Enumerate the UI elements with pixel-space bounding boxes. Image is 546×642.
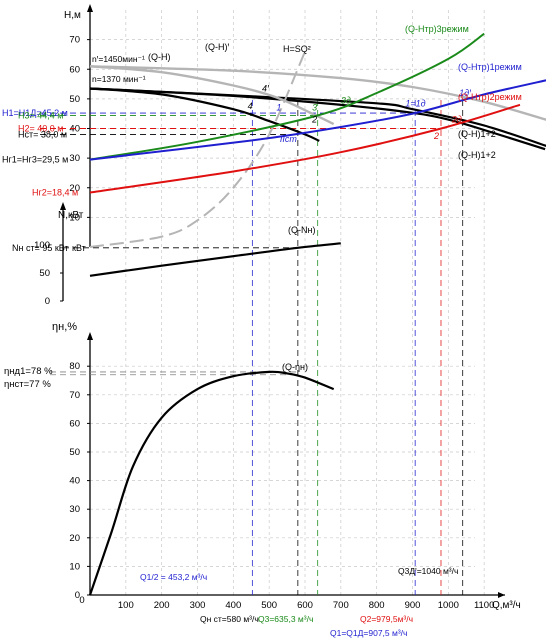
x-tick-label: 700 (333, 600, 349, 611)
h-reference-label: H2= 40,0 м (18, 124, 63, 134)
head-tick-label: 30 (69, 153, 80, 164)
head-tick-label: 10 (69, 212, 80, 223)
head-tick-label: 70 (69, 35, 80, 46)
speed-label-n-prime: nꞌ=1450мин⁻¹ (92, 54, 145, 64)
speed-label-n: n=1370 мин⁻¹ (92, 74, 146, 84)
q-value-label: Qн ст=580 м³/ч (200, 614, 259, 624)
x-tick-label: 100 (118, 600, 134, 611)
h-reference-label: H1=H1Д=45,2 м (2, 108, 68, 118)
eff-tick-label: 10 (69, 561, 80, 572)
h-reference-label: Hст= 38,0 м (18, 129, 67, 139)
x-axis-arrow (498, 592, 505, 598)
x-tick-label: 900 (405, 600, 421, 611)
reference-lines (40, 100, 464, 595)
power-unit-label: кВт (72, 243, 86, 253)
series-line-q-h-3 (89, 65, 335, 126)
power-tick-label: 0 (45, 296, 50, 307)
series-line-q-h-0 (89, 87, 320, 142)
curve-name-label: (Q-Hтр)3режим (405, 24, 469, 34)
operating-point-label: 3 (312, 103, 317, 113)
power-tick-label: 50 (39, 268, 50, 279)
operating-point-label: 2д (451, 115, 462, 125)
x-tick-label: 500 (261, 600, 277, 611)
power-tick-label: 100 (34, 240, 50, 251)
operating-point-label: 1=1д (405, 98, 425, 108)
series-line-q-10 (88, 370, 335, 596)
eff-tick-label: 20 (69, 533, 80, 544)
eff-tick-label: 70 (69, 390, 80, 401)
operating-point-label: 3д (341, 95, 351, 105)
power-axis-label: N,кВт (58, 210, 84, 221)
eff-tick-label: 40 (69, 476, 80, 487)
operating-point-label: 4ꞌ (262, 83, 270, 93)
operating-point-label: 1дꞌ (459, 88, 472, 98)
x-tick-label: 200 (154, 600, 170, 611)
series-line-q-h-4 (89, 65, 546, 121)
curve-name-label: (Q-ηн) (282, 362, 308, 372)
eff-axis-label: ηн,% (52, 321, 77, 333)
h-reference-label: H3= 44,4 м (18, 110, 63, 120)
q-value-label: Q1=Q1Д=907,5 м³/ч (330, 628, 407, 638)
x-tick-label: 800 (369, 600, 385, 611)
head-tick-label: 40 (69, 124, 80, 135)
x-tick-label: 300 (190, 600, 206, 611)
curves (88, 32, 546, 596)
head-tick-label: 50 (69, 94, 80, 105)
head-axis-label: H,м (64, 10, 81, 21)
eff-value-label: ηнд1=78 % (4, 366, 53, 377)
eff-axis-arrow (87, 332, 93, 340)
power-axis-arrow (60, 202, 66, 210)
eff-tick-label: 60 (69, 418, 80, 429)
head-axis-arrow (87, 4, 93, 12)
q-value-label: Q2=979,5м³/ч (360, 614, 413, 624)
x-tick-label: 400 (225, 600, 241, 611)
x-tick-label: 1000 (438, 600, 459, 611)
x-tick-zero: 0 (79, 595, 84, 606)
q-value-label: Q3Дꞌ=1040 м³/ч (398, 566, 458, 576)
curve-name-label: (Q-H)1+2 (458, 150, 496, 160)
operating-point-label: 2 (311, 115, 317, 125)
eff-value-label: ηнст=77 % (4, 379, 51, 390)
curve-name-label: (Q-Hтр)2режим (458, 92, 522, 102)
x-axis-label: Q,м³/ч (492, 600, 521, 611)
q-value-label: Q3=635,3 м³/ч (258, 614, 313, 624)
eff-tick-label: 80 (69, 361, 80, 372)
curve-name-label: (Q-H)1+2 (458, 129, 496, 139)
intercept-label: Hг2=18,4 м (32, 187, 78, 197)
series-line-q-n-9 (89, 242, 341, 277)
eff-tick-label: 0 (75, 590, 80, 601)
operating-point-label: IIст (280, 134, 298, 144)
operating-point-label: 1 (276, 103, 281, 113)
intercept-label: Hг1=Hг3=29,5 м (2, 155, 68, 165)
series-line-q-h-1-2-2 (89, 87, 546, 148)
curve-name-label: (Q-H)ꞌ (205, 42, 229, 52)
series-line-h-sq-5 (89, 51, 306, 248)
series-line-q-h-3-6 (89, 32, 485, 161)
curve-name-label: H=SQ² (283, 44, 311, 54)
operating-point-label: 2 (433, 131, 439, 141)
x-tick-label: 600 (297, 600, 313, 611)
curve-name-label: (Q-Nн) (288, 225, 315, 235)
operating-point-label: 4 (248, 101, 253, 111)
head-tick-label: 20 (69, 183, 80, 194)
series-line-q-h-2-8 (89, 103, 521, 194)
eff-tick-label: 50 (69, 447, 80, 458)
series-line-q-h-1-7 (89, 79, 546, 161)
curve-name-label: (Q-H) (148, 52, 171, 62)
q-value-label: Q1/2 = 453,2 м³/ч (140, 572, 207, 582)
eff-tick-label: 30 (69, 504, 80, 515)
power-value-label: Nн ст= 95 кВт (12, 243, 69, 253)
curve-name-label: (Q-Hтр)1режим (458, 62, 522, 72)
x-tick-label: 1100 (474, 600, 494, 611)
head-tick-label: 60 (69, 64, 80, 75)
